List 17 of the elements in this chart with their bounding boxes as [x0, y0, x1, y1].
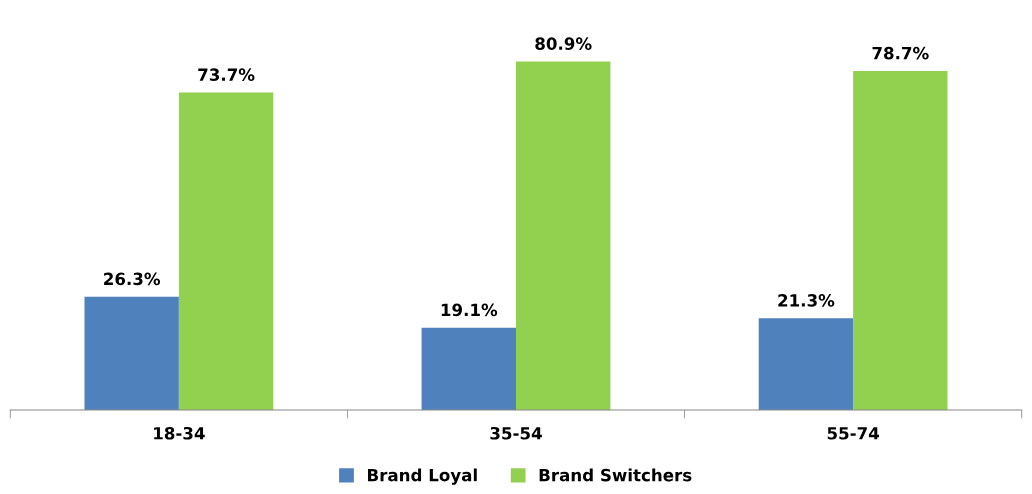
- bar: [853, 71, 948, 411]
- legend-label: Brand Switchers: [539, 468, 692, 482]
- data-label: 80.9%: [535, 37, 592, 50]
- legend-label: Brand Loyal: [368, 468, 477, 485]
- bar: [516, 61, 611, 411]
- data-label: 73.7%: [198, 68, 255, 81]
- bar: [758, 318, 854, 411]
- data-label: 19.1%: [441, 303, 498, 317]
- x-tick-label: 55-74: [827, 427, 880, 440]
- data-label: 26.3%: [104, 272, 161, 286]
- bar: [178, 92, 274, 411]
- data-label: 21.3%: [778, 294, 835, 307]
- x-tick-label: 18-34: [154, 426, 205, 440]
- data-label: 78.7%: [872, 46, 929, 60]
- x-tick-label: 35-54: [490, 426, 542, 440]
- bar: [84, 296, 179, 411]
- bar: [421, 327, 516, 411]
